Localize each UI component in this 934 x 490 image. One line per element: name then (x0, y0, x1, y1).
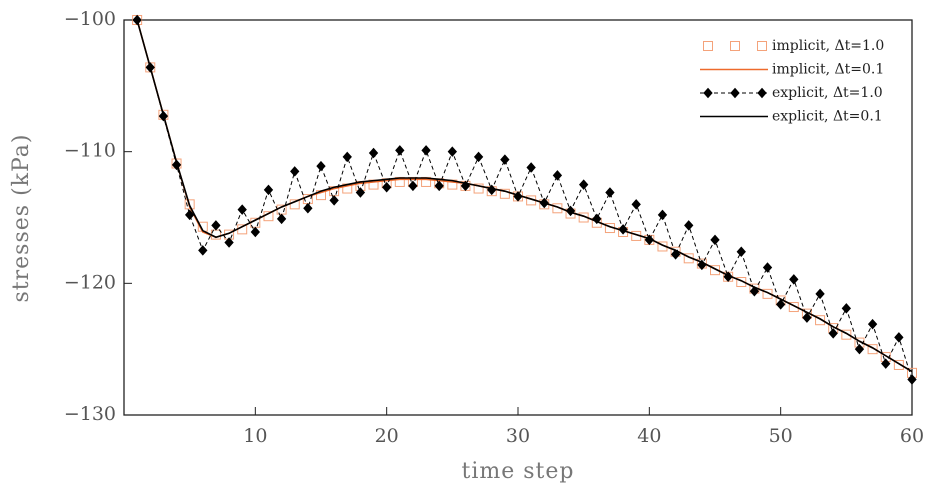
diamond-marker (802, 312, 812, 323)
diamond-marker (329, 195, 339, 206)
y-tick-label: −100 (64, 8, 116, 30)
x-tick-label: 30 (506, 425, 530, 447)
diamond-marker (237, 204, 247, 215)
diamond-marker (894, 332, 904, 343)
y-tick-label: −110 (64, 140, 116, 162)
diamond-marker (526, 162, 536, 173)
legend-label: implicit, Δt=0.1 (772, 62, 884, 78)
diamond-marker (578, 179, 589, 190)
legend-label: explicit, Δt=1.0 (772, 85, 883, 101)
x-tick-label: 40 (637, 425, 661, 447)
diamond-marker (684, 220, 694, 231)
diamond-marker (263, 184, 274, 196)
diamond-marker (867, 318, 878, 330)
x-axis-label: time step (462, 459, 575, 484)
diamond-marker (881, 358, 891, 369)
legend-marker (703, 87, 713, 99)
y-tick-label: −120 (64, 271, 116, 293)
y-axis-label: stresses (kPa) (9, 134, 34, 303)
plot-frame (123, 19, 913, 416)
diamond-marker (211, 220, 221, 231)
legend-marker (730, 87, 740, 99)
diamond-marker (198, 245, 208, 256)
series-line (136, 19, 913, 373)
diamond-marker (854, 343, 865, 355)
diamond-marker (618, 224, 628, 235)
square-marker (867, 344, 878, 355)
x-tick-label: 60 (900, 425, 924, 447)
diamond-marker (789, 274, 799, 285)
square-marker (473, 183, 484, 194)
diamond-marker (303, 203, 313, 214)
x-tick-label: 20 (375, 425, 399, 447)
square-marker (893, 359, 904, 370)
x-tick-label: 50 (769, 425, 793, 447)
diamond-marker (605, 187, 615, 198)
diamond-marker (421, 145, 431, 156)
diamond-marker (552, 170, 563, 181)
square-marker (184, 199, 195, 210)
diamond-marker (815, 288, 825, 300)
diamond-marker (434, 180, 444, 192)
diamond-marker (828, 328, 838, 339)
diamond-marker (907, 374, 917, 385)
diamond-marker (224, 237, 234, 248)
diamond-marker (841, 303, 852, 314)
legend-marker (757, 41, 767, 51)
diamond-marker (342, 151, 352, 163)
diamond-marker (355, 187, 366, 198)
x-tick-label: 10 (243, 425, 267, 447)
diamond-marker (631, 199, 641, 210)
diamond-marker (132, 14, 142, 26)
legend-label: explicit, Δt=0.1 (772, 109, 883, 125)
square-marker (788, 302, 799, 313)
diamond-marker (710, 234, 720, 246)
diamond-marker (276, 213, 287, 225)
square-marker (499, 188, 510, 199)
diamond-marker (775, 299, 786, 310)
diamond-marker (749, 285, 760, 297)
square-marker (762, 288, 773, 299)
diamond-marker (184, 209, 195, 221)
diamond-marker (381, 181, 392, 193)
diamond-marker (408, 180, 418, 192)
diamond-marker (723, 271, 733, 283)
legend-marker (703, 41, 713, 51)
diamond-marker (447, 146, 458, 157)
square-marker (815, 315, 826, 326)
diamond-marker (657, 209, 668, 221)
diamond-marker (290, 166, 300, 177)
diamond-marker (473, 151, 484, 163)
diamond-marker (250, 226, 261, 238)
diamond-marker (316, 160, 326, 172)
legend-label: implicit, Δt=1.0 (772, 38, 884, 54)
diamond-marker (592, 213, 602, 225)
diamond-marker (500, 154, 510, 165)
legend-marker (757, 87, 767, 99)
y-tick-label: −130 (64, 403, 116, 425)
diamond-marker (762, 262, 773, 273)
square-marker (710, 265, 720, 276)
diamond-marker (736, 246, 746, 257)
diamond-marker (368, 147, 379, 159)
diamond-marker (395, 145, 405, 156)
square-marker (841, 329, 852, 340)
square-marker (736, 277, 747, 288)
legend-marker (730, 41, 740, 51)
